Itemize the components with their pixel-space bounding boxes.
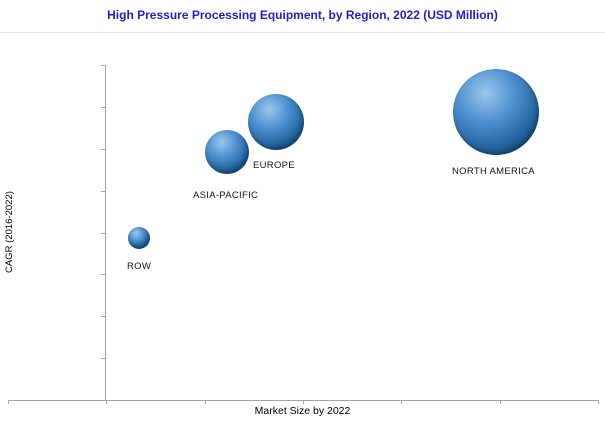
bubble-label-europe: EUROPE	[253, 160, 295, 171]
y-axis-tick	[101, 274, 105, 276]
y-axis-tick	[101, 316, 105, 318]
y-axis-tick	[101, 190, 105, 192]
bubble-row	[128, 227, 150, 249]
bubble-asia-pacific	[205, 130, 249, 174]
y-axis-label: CAGR (2016-2022)	[4, 191, 15, 273]
bubble-label-north-america: NORTH AMERICA	[452, 166, 535, 177]
x-axis-tick	[8, 400, 9, 404]
bubble-europe	[248, 94, 304, 150]
y-axis-tick	[101, 65, 105, 66]
y-axis-tick	[101, 232, 105, 234]
y-axis-tick	[101, 358, 105, 360]
x-axis-tick	[106, 400, 108, 404]
bubble-label-row: ROW	[127, 261, 152, 272]
x-axis-tick	[401, 400, 403, 404]
x-axis-tick	[204, 400, 206, 404]
bubble-label-asia-pacific: ASIA-PACIFIC	[193, 190, 259, 201]
x-axis-tick	[598, 400, 599, 404]
x-axis-label: Market Size by 2022	[254, 405, 351, 417]
y-axis-tick	[101, 148, 105, 150]
chart-title: High Pressure Processing Equipment, by R…	[107, 8, 498, 22]
y-axis-line	[105, 65, 106, 400]
title-underline	[0, 32, 605, 33]
x-axis-tick	[499, 400, 501, 404]
bubble-north-america	[453, 69, 539, 155]
y-axis-tick	[101, 106, 105, 108]
x-axis-tick	[303, 400, 304, 404]
y-axis-tick	[101, 400, 105, 401]
